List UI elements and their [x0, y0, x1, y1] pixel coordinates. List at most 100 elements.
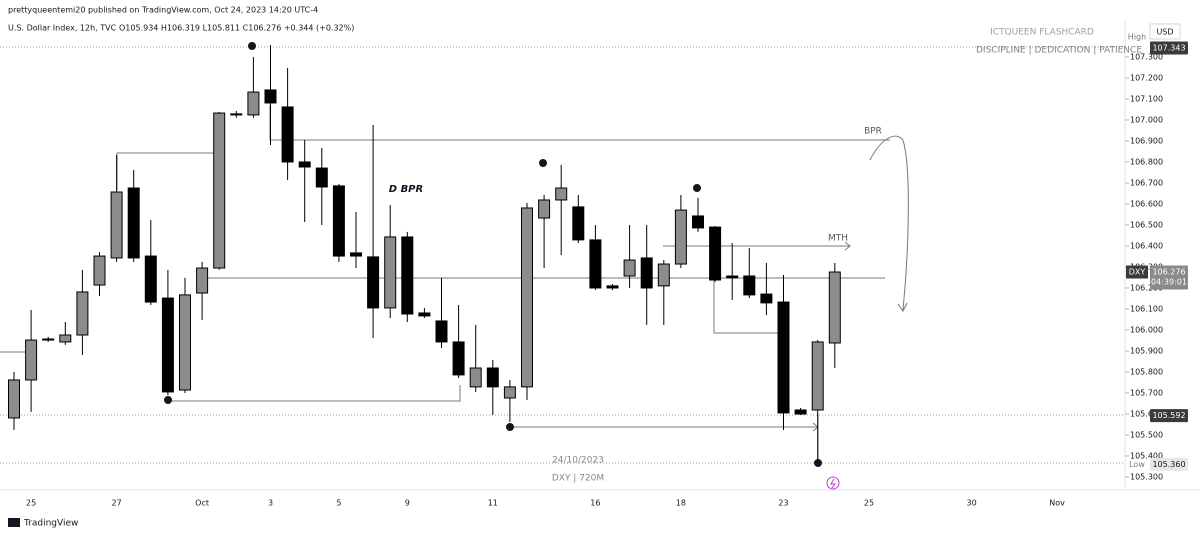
price-tag-countdown: 04:39:01 — [1151, 278, 1187, 287]
candle-body — [42, 338, 55, 341]
price-tag-box — [1150, 41, 1188, 55]
price-tag-value: 106.276 — [1152, 268, 1185, 277]
price-tag-box — [1150, 265, 1188, 290]
candle-body — [692, 215, 704, 229]
marker — [248, 42, 256, 50]
x-tick-label: 25 — [26, 499, 36, 508]
x-tick-label: 23 — [778, 499, 788, 508]
candle-body — [811, 341, 824, 411]
x-tick-label: 30 — [967, 499, 977, 508]
candle-body — [657, 263, 670, 287]
price-tag-box — [1150, 457, 1188, 471]
candle-body — [640, 257, 653, 289]
y-tick-label: 105.300 — [1130, 472, 1163, 481]
candle-body — [589, 239, 602, 289]
watermark-title: ICTQUEEN FLASHCARD — [990, 28, 1094, 38]
candle-body — [179, 294, 191, 391]
x-tick-label: 9 — [405, 499, 410, 508]
candle-body — [350, 252, 362, 257]
x-tick-label: Nov — [1049, 499, 1065, 508]
symbol-stamp: DXY | 720M — [552, 474, 604, 484]
x-tick-label: 5 — [336, 499, 341, 508]
y-tick-label: 105.500 — [1130, 430, 1163, 439]
candle-body — [161, 297, 174, 393]
price-tag-box — [1150, 409, 1188, 423]
symbol-tag-box — [1126, 265, 1148, 279]
candle-body — [230, 113, 243, 116]
y-tick-label: 106.700 — [1130, 178, 1163, 187]
candle-body — [25, 339, 38, 381]
candle-body — [777, 301, 790, 414]
bpr-curve-arrow — [869, 135, 909, 311]
y-tick-label: 106.500 — [1130, 220, 1163, 229]
candle-body — [674, 209, 687, 265]
candle-body — [572, 206, 585, 241]
x-tick-label: 3 — [268, 499, 273, 508]
candle-body — [213, 112, 226, 269]
candle-body — [93, 255, 106, 286]
y-tick-label: 106.600 — [1130, 199, 1163, 208]
candle-body — [110, 191, 123, 259]
y-tick-label: 106.400 — [1130, 241, 1163, 250]
drawing-arrow — [116, 152, 219, 190]
candle-body — [247, 91, 260, 116]
watermark-motto: DISCIPLINE | DEDICATION | PATIENCE — [976, 46, 1142, 56]
candle-body — [144, 255, 157, 303]
price-tag-name: Low — [1129, 460, 1145, 469]
candle-body — [76, 291, 89, 336]
y-tick-label: 107.300 — [1130, 52, 1163, 61]
x-tick-label: 27 — [112, 499, 122, 508]
price-tag-name: DXY — [1129, 268, 1146, 277]
y-tick-label: 107.200 — [1130, 73, 1163, 82]
candle-body — [452, 341, 465, 376]
candle-body — [384, 236, 397, 309]
candle-body — [828, 271, 841, 344]
candle-body — [401, 236, 414, 315]
candle-body — [743, 275, 756, 296]
marker — [539, 159, 547, 167]
candle-body — [281, 106, 294, 163]
annotation: BPR — [864, 127, 882, 137]
drawings — [0, 105, 909, 463]
brand-logo — [8, 518, 20, 527]
lightning-icon — [826, 476, 840, 490]
annotation: MTH — [828, 234, 848, 244]
marker — [814, 459, 822, 467]
y-tick-label: 105.900 — [1130, 346, 1163, 355]
candle-body — [367, 256, 380, 309]
currency-box[interactable] — [1149, 23, 1181, 40]
candle-body — [521, 207, 533, 388]
x-tick-label: 18 — [676, 499, 686, 508]
candle-body — [709, 226, 722, 281]
annotation: D BPR — [389, 184, 423, 195]
candle-body — [606, 285, 619, 289]
y-tick-label: 106.800 — [1130, 157, 1163, 166]
y-tick-label: 106.000 — [1130, 325, 1163, 334]
bpr-line — [269, 105, 890, 141]
price-tag-value: 105.360 — [1152, 460, 1185, 469]
currency[interactable]: USD — [1156, 28, 1173, 37]
candle-body — [196, 267, 209, 294]
marker — [164, 396, 172, 404]
candle-body — [315, 167, 328, 188]
candle-body — [127, 187, 140, 259]
candle-body — [332, 185, 345, 257]
markers — [164, 42, 840, 490]
drawing-line — [168, 385, 461, 402]
x-tick-label: 25 — [864, 499, 874, 508]
marker — [506, 423, 514, 431]
y-tick-label: 105.400 — [1130, 451, 1163, 460]
candle-body — [726, 275, 739, 279]
candle-body — [418, 312, 431, 317]
x-tick-label: Oct — [195, 499, 209, 508]
x-tick-label: 11 — [488, 499, 498, 508]
price-tag-value: 107.343 — [1152, 43, 1185, 52]
brand: TradingView — [23, 519, 78, 529]
drawing-line — [713, 280, 780, 334]
candle-body — [503, 386, 516, 399]
symbol-title: U.S. Dollar Index, 12h, TVC — [8, 24, 117, 33]
y-tick-label: 106.100 — [1130, 304, 1163, 313]
price-tag-name: High — [1128, 32, 1146, 41]
candle-body — [623, 259, 636, 277]
